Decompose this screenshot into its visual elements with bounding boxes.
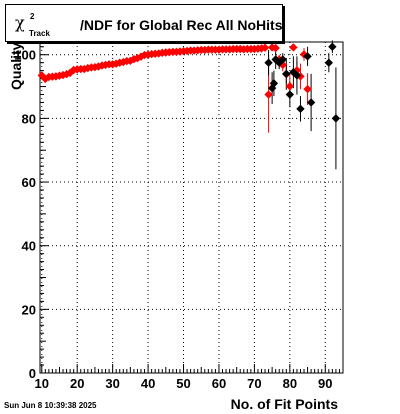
x-tick-label: 60 xyxy=(212,376,226,391)
title-superscript: 2 xyxy=(30,12,35,21)
plot-frame xyxy=(39,41,344,374)
data-point xyxy=(324,58,334,67)
x-tick-label: 50 xyxy=(176,376,190,391)
y-tick-label: 80 xyxy=(22,111,36,126)
x-tick-label: 20 xyxy=(70,376,84,391)
data-point xyxy=(285,82,295,91)
data-point xyxy=(260,43,270,52)
data-point xyxy=(264,58,273,67)
data-point xyxy=(292,71,302,80)
grid-lines xyxy=(40,42,343,374)
data-point xyxy=(80,64,89,74)
y-tick-label: 60 xyxy=(22,175,36,190)
y-tick-label: 100 xyxy=(14,48,36,63)
data-point xyxy=(271,55,280,64)
data-point xyxy=(41,74,50,84)
x-tick-label: 90 xyxy=(318,376,332,391)
axes: 10 20 30 40 50 60 70 80 90 0 20 40 60 80 100 xyxy=(14,41,344,391)
data-point xyxy=(328,42,337,51)
y-tick-label: 40 xyxy=(22,239,36,254)
data-point xyxy=(271,43,280,53)
x-tick-label: 70 xyxy=(247,376,261,391)
y-tick-label: 20 xyxy=(22,302,36,317)
data-points xyxy=(37,42,341,123)
data-point xyxy=(269,79,279,88)
title-subscript: Track xyxy=(29,29,50,38)
data-point xyxy=(306,98,316,107)
data-point xyxy=(37,71,46,80)
x-tick-label: 40 xyxy=(141,376,155,391)
data-point xyxy=(303,84,312,94)
data-point xyxy=(282,69,291,79)
data-point xyxy=(278,55,287,64)
x-tick-label: 30 xyxy=(105,376,119,391)
data-point xyxy=(136,52,146,61)
data-point xyxy=(296,104,305,114)
data-point xyxy=(267,83,277,93)
title-chi-symbol: χ xyxy=(15,13,25,32)
data-point xyxy=(303,52,312,61)
x-axis-label: No. of Fit Points xyxy=(230,396,338,412)
y-axis-label: Quality xyxy=(8,42,24,90)
data-point xyxy=(331,114,341,123)
data-point xyxy=(289,43,298,52)
data-point xyxy=(62,69,71,79)
timestamp: Sun Jun 8 10:39:38 2025 xyxy=(4,401,97,410)
data-point xyxy=(264,90,273,99)
chart-title: /NDF for Global Rec All NoHits xyxy=(80,17,283,33)
x-tick-label: 10 xyxy=(35,376,49,391)
title-box: χ 2 Track /NDF for Global Rec All NoHits xyxy=(5,4,283,42)
data-point xyxy=(119,57,128,67)
data-point xyxy=(111,59,121,68)
x-tick-label: 80 xyxy=(283,376,297,391)
y-tick-label: 0 xyxy=(29,366,36,381)
data-point xyxy=(285,90,295,99)
